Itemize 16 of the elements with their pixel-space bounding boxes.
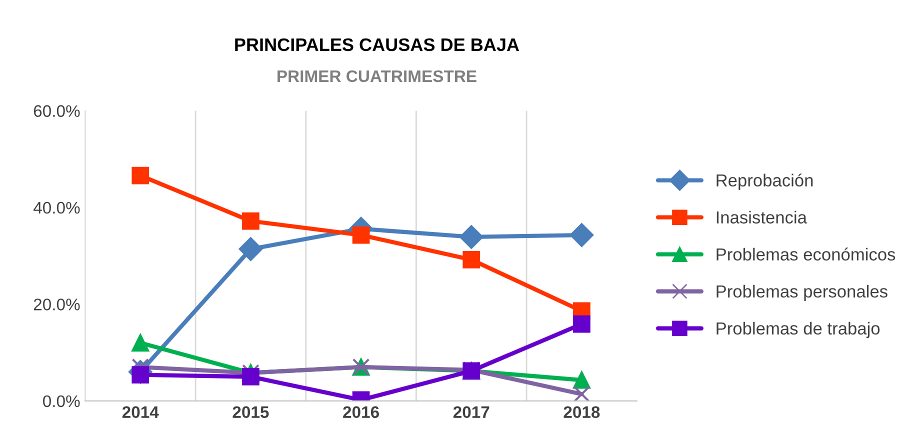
x-tick-label: 2017 — [453, 406, 490, 418]
chart-title: PRINCIPALES CAUSAS DE BAJA — [235, 38, 520, 52]
legend-label: Reprobación — [716, 174, 813, 190]
legend-label: Problemas económicos — [716, 248, 896, 261]
x-tick-label: 2018 — [564, 406, 600, 418]
x-tick-label: 2016 — [343, 406, 379, 418]
y-tick-label: 40.0% — [33, 202, 80, 214]
legend-label: Problemas de trabajo — [716, 322, 880, 338]
y-tick-label: 20.0% — [34, 298, 80, 310]
x-tick-label: 2014 — [122, 406, 159, 418]
y-tick-label: 0.0% — [43, 395, 80, 408]
legend-label: Inasistencia — [716, 210, 807, 224]
x-tick-label: 2015 — [232, 406, 269, 418]
chart-subtitle: PRIMER CUATRIMESTRE — [278, 70, 476, 82]
y-tick-label: 60.0% — [34, 105, 80, 117]
legend-label: Problemas personales — [716, 284, 888, 302]
